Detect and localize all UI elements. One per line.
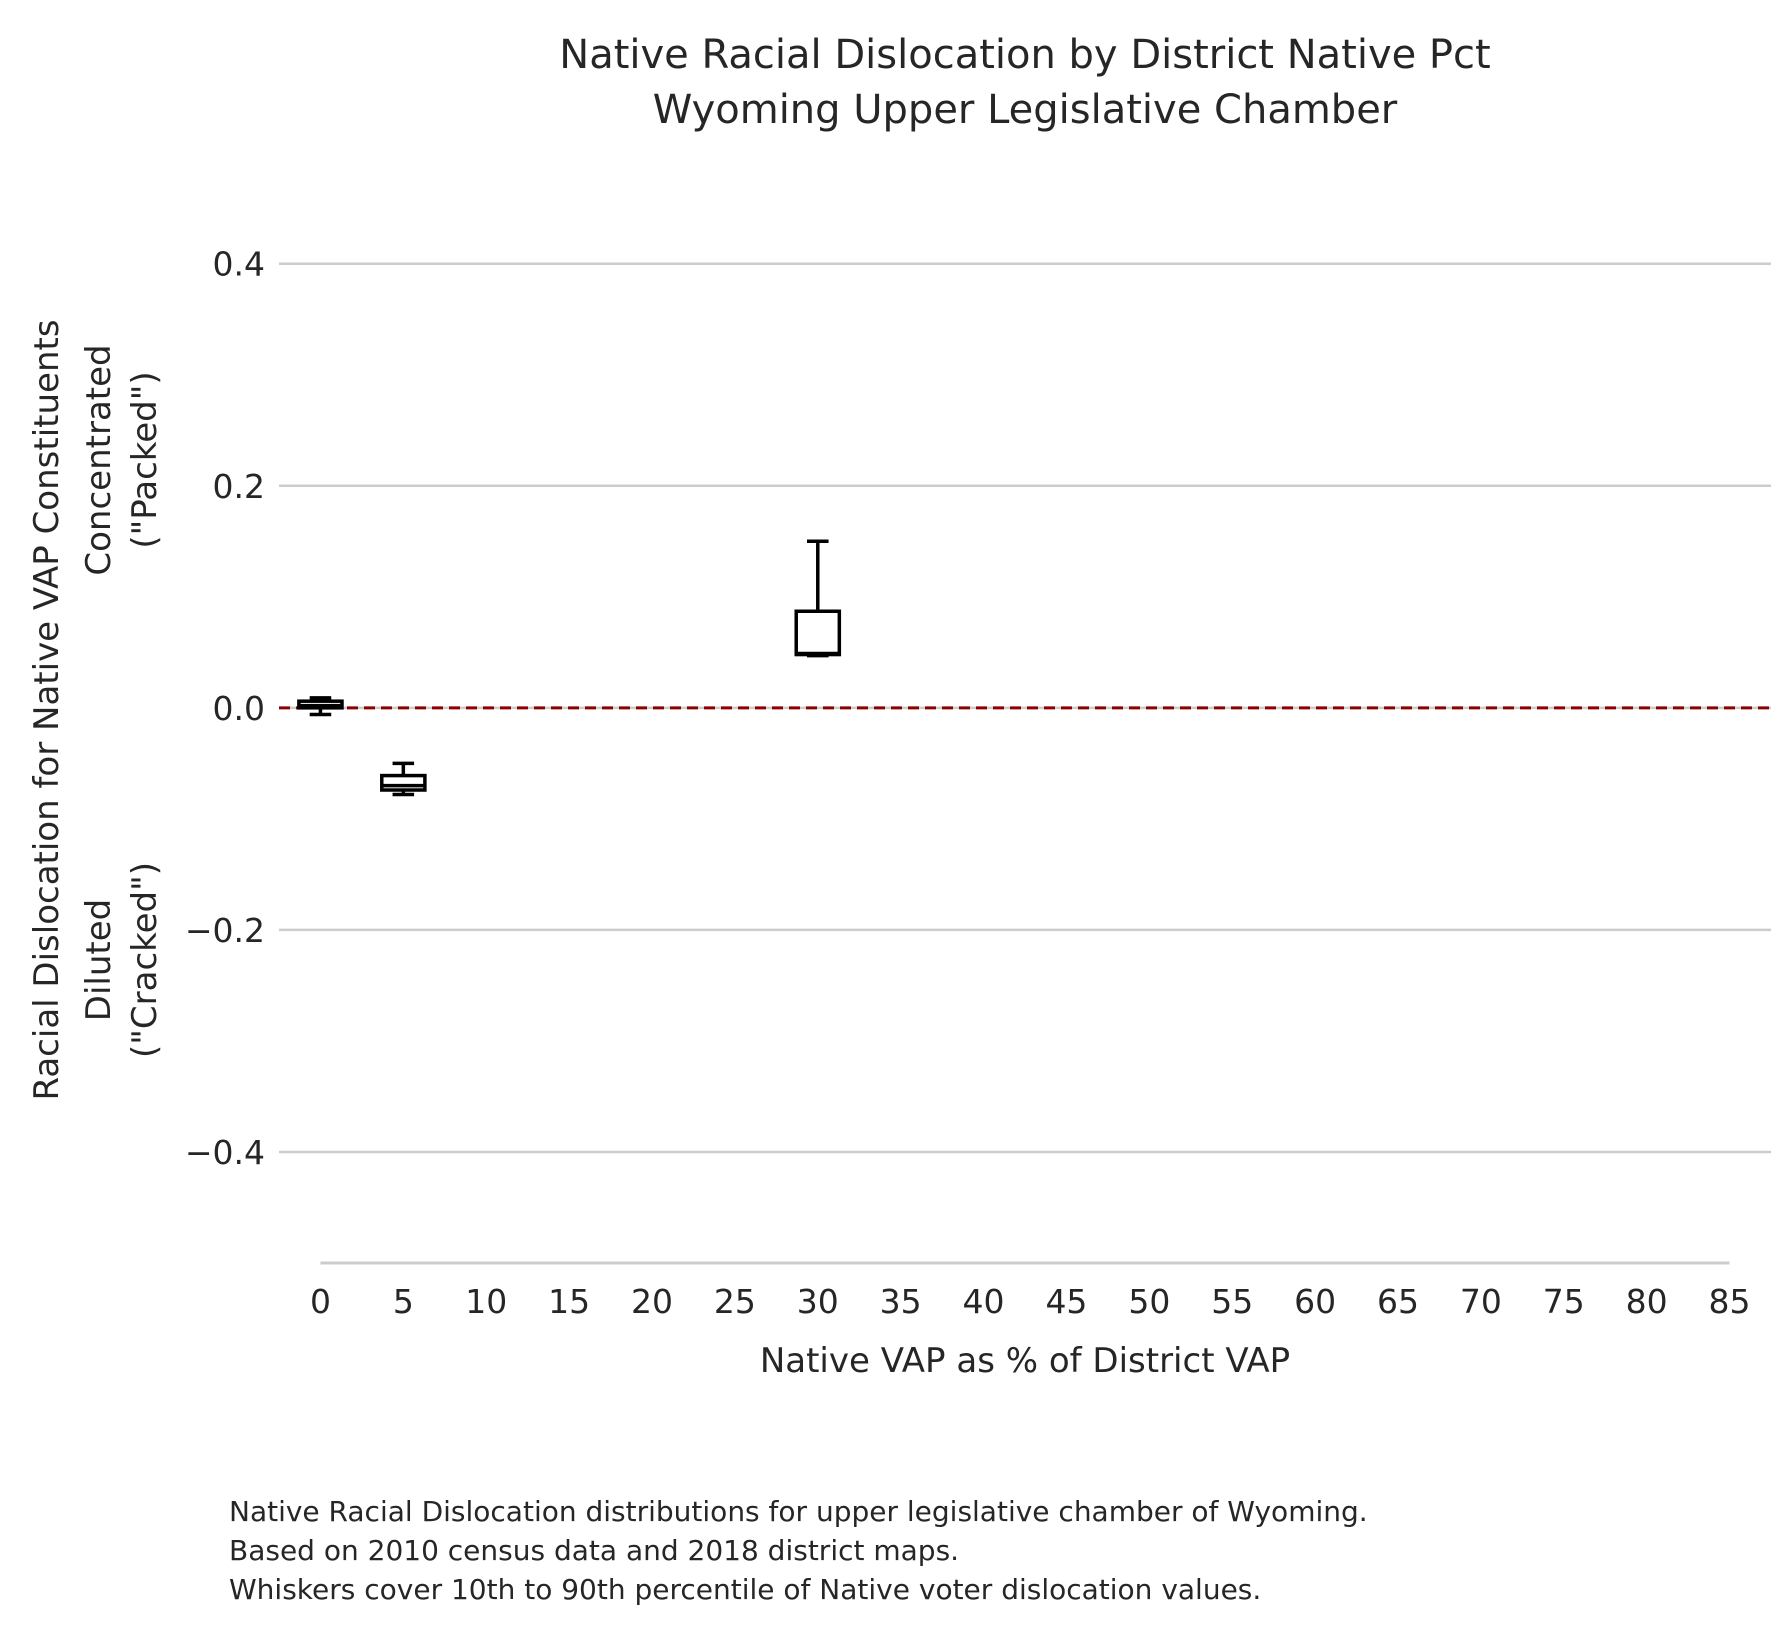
x-tick-label: 70 — [1460, 1282, 1502, 1321]
x-tick-label: 25 — [714, 1282, 756, 1321]
y-axis-label-cracked: ("Cracked") — [125, 862, 165, 1058]
y-axis-label-concentrated: Concentrated — [79, 344, 119, 575]
caption: Native Racial Dislocation distributions … — [229, 1495, 1368, 1606]
x-tick-label: 50 — [1128, 1282, 1170, 1321]
x-tick-label: 55 — [1211, 1282, 1253, 1321]
y-axis-label-packed: ("Packed") — [125, 371, 165, 548]
x-tick-label: 20 — [631, 1282, 673, 1321]
x-tick-label: 40 — [963, 1282, 1005, 1321]
x-tick-label: 30 — [797, 1282, 839, 1321]
x-tick-label: 65 — [1377, 1282, 1419, 1321]
iqr-box — [380, 773, 427, 792]
x-tick-label: 10 — [465, 1282, 507, 1321]
x-tick-label: 0 — [310, 1282, 331, 1321]
y-tick-label: 0.2 — [213, 467, 265, 506]
chart-title: Native Racial Dislocation by District Na… — [559, 32, 1490, 78]
x-tick-label: 45 — [1045, 1282, 1087, 1321]
x-tick-label: 75 — [1543, 1282, 1585, 1321]
y-tick-label: −0.4 — [185, 1133, 265, 1172]
y-tick-label: −0.2 — [185, 911, 265, 950]
box-at-30 — [794, 539, 842, 658]
caption-line-1: Native Racial Dislocation distributions … — [229, 1495, 1368, 1528]
iqr-box — [794, 609, 842, 657]
x-axis-label: Native VAP as % of District VAP — [760, 1341, 1290, 1381]
x-tick-label: 15 — [548, 1282, 590, 1321]
x-tick-label: 35 — [880, 1282, 922, 1321]
box-series — [297, 539, 842, 797]
y-axis-label: Racial Dislocation for Native VAP Consti… — [27, 319, 165, 1100]
x-tick-label: 80 — [1626, 1282, 1668, 1321]
box-at-0 — [297, 696, 344, 717]
chart-subtitle: Wyoming Upper Legislative Chamber — [653, 87, 1398, 133]
y-axis-label-main: Racial Dislocation for Native VAP Consti… — [27, 319, 67, 1100]
caption-line-2: Based on 2010 census data and 2018 distr… — [229, 1534, 959, 1567]
x-axis-ticks: 0 5 10 15 20 25 30 35 40 45 50 55 60 65 70 75 80 85 — [310, 1282, 1751, 1321]
y-tick-label: 0.0 — [213, 689, 265, 728]
y-axis-ticks: 0.4 0.2 0.0 −0.2 −0.4 — [185, 245, 265, 1172]
y-axis-label-diluted: Diluted — [79, 899, 119, 1021]
x-tick-label: 5 — [393, 1282, 414, 1321]
x-tick-label: 85 — [1709, 1282, 1751, 1321]
caption-line-3: Whiskers cover 10th to 90th percentile o… — [229, 1573, 1261, 1606]
box-at-5 — [380, 761, 427, 797]
x-tick-label: 60 — [1294, 1282, 1336, 1321]
y-tick-label: 0.4 — [213, 245, 265, 284]
